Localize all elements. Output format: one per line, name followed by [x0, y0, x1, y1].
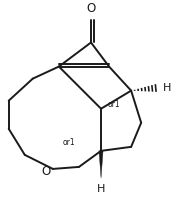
- Text: H: H: [97, 184, 105, 194]
- Text: O: O: [86, 2, 96, 15]
- Polygon shape: [99, 151, 103, 178]
- Text: O: O: [41, 166, 50, 178]
- Text: H: H: [163, 83, 171, 93]
- Text: or1: or1: [63, 138, 76, 147]
- Text: or1: or1: [108, 100, 121, 109]
